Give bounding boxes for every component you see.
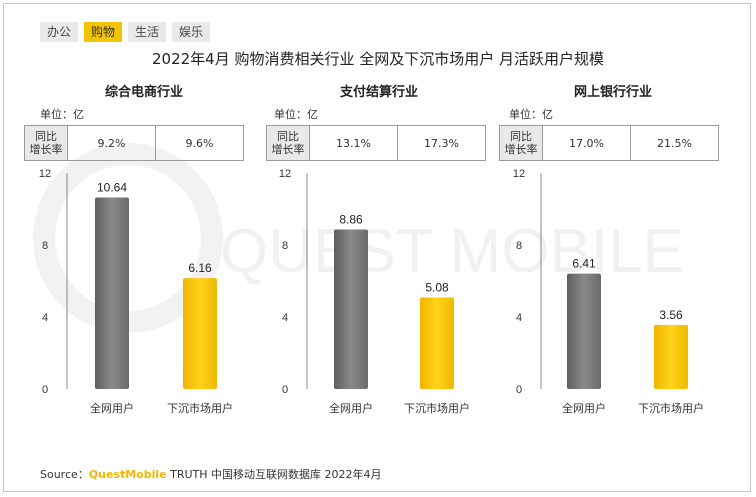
x-tick-label: 下沉市场用户 — [638, 401, 704, 415]
tab-life[interactable]: 生活 — [128, 22, 167, 42]
data-label: 8.86 — [339, 213, 363, 227]
watermark-text: QUEST MOBILE — [220, 217, 684, 286]
bar-all-users — [334, 229, 368, 389]
growth-value-lower: 21.5% — [630, 125, 719, 161]
tab-entertainment[interactable]: 娱乐 — [172, 22, 211, 42]
growth-value-lower: 9.6% — [155, 125, 244, 161]
x-tick-label: 下沉市场用户 — [404, 401, 470, 415]
y-tick-label: 4 — [516, 312, 522, 324]
x-tick-label: 全网用户 — [329, 401, 373, 415]
bar-lower-tier-users — [420, 297, 454, 389]
data-label: 3.56 — [659, 308, 683, 322]
growth-value-all: 13.1% — [309, 125, 398, 161]
x-tick-label: 全网用户 — [90, 401, 134, 415]
growth-label: 同比 增长率 — [499, 125, 543, 161]
y-tick-label: 4 — [42, 312, 48, 324]
tab-shopping[interactable]: 购物 — [84, 22, 123, 42]
bar-lower-tier-users — [183, 278, 217, 389]
source-suffix: TRUTH 中国移动互联网数据库 2022年4月 — [166, 468, 382, 481]
growth-label: 同比 增长率 — [24, 125, 68, 161]
y-tick-label: 8 — [42, 240, 48, 252]
y-tick-label: 12 — [513, 168, 525, 180]
data-label: 6.41 — [572, 257, 596, 271]
data-label: 5.08 — [425, 281, 449, 295]
source-note: Source：QuestMobile TRUTH 中国移动互联网数据库 2022… — [40, 466, 382, 482]
y-tick-label: 4 — [282, 312, 288, 324]
growth-table-payment: 同比 增长率 13.1% 17.3% — [266, 125, 486, 161]
unit-label-ecommerce: 单位：亿 — [40, 108, 84, 121]
y-tick-label: 0 — [42, 384, 48, 396]
y-tick-label: 12 — [39, 168, 51, 180]
panel-title-ecommerce: 综合电商行业 — [104, 85, 183, 100]
growth-table-banking: 同比 增长率 17.0% 21.5% — [499, 125, 719, 161]
y-tick-label: 8 — [282, 240, 288, 252]
main-title: 2022年4月 购物消费相关行业 全网及下沉市场用户 月活跃用户规模 — [151, 50, 605, 68]
unit-label-banking: 单位：亿 — [509, 108, 553, 121]
x-tick-label: 全网用户 — [562, 401, 606, 415]
bar-all-users — [567, 273, 601, 389]
tab-office[interactable]: 办公 — [40, 22, 79, 42]
growth-value-lower: 17.3% — [397, 125, 486, 161]
source-prefix: Source： — [40, 468, 89, 481]
y-tick-label: 0 — [516, 384, 522, 396]
y-tick-label: 8 — [516, 240, 522, 252]
y-tick-label: 0 — [282, 384, 288, 396]
panel-title-payment: 支付结算行业 — [339, 85, 418, 100]
data-label: 10.64 — [97, 180, 127, 194]
growth-table-ecommerce: 同比 增长率 9.2% 9.6% — [24, 125, 244, 161]
bar-lower-tier-users — [654, 324, 688, 389]
x-tick-label: 下沉市场用户 — [167, 401, 233, 415]
source-brand: QuestMobile — [88, 468, 167, 481]
y-tick-label: 12 — [279, 168, 291, 180]
data-label: 6.16 — [188, 261, 212, 275]
growth-value-all: 17.0% — [542, 125, 631, 161]
unit-label-payment: 单位：亿 — [274, 108, 318, 121]
growth-label: 同比 增长率 — [266, 125, 310, 161]
category-tabs: 办公 购物 生活 娱乐 — [40, 22, 211, 42]
bar-all-users — [95, 197, 129, 389]
panel-title-banking: 网上银行行业 — [573, 85, 652, 100]
